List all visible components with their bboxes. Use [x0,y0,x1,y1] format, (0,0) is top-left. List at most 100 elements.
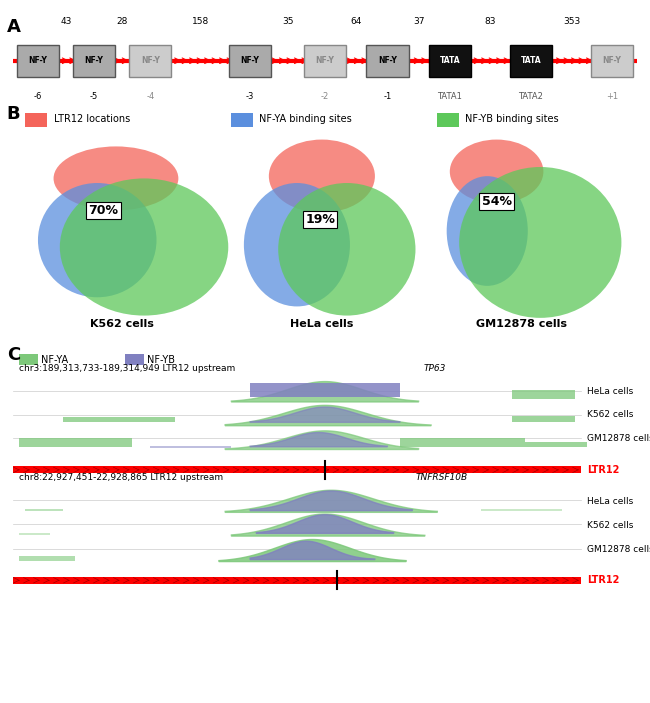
Text: C: C [6,346,20,364]
Bar [512,390,575,399]
Text: K562 cells: K562 cells [587,521,634,529]
Text: 43: 43 [60,17,72,26]
Text: -2: -2 [321,92,329,101]
Ellipse shape [244,183,350,307]
Bar [525,441,587,447]
Polygon shape [250,407,400,423]
Text: 70%: 70% [88,204,118,217]
FancyBboxPatch shape [591,44,633,77]
Bar [20,354,38,365]
Text: LTR12: LTR12 [587,465,619,475]
Text: 19%: 19% [305,213,335,226]
Ellipse shape [38,183,157,297]
Text: NF-Y: NF-Y [84,56,103,65]
Ellipse shape [447,176,528,286]
Text: HeLa cells: HeLa cells [587,497,633,505]
FancyBboxPatch shape [366,44,409,77]
Text: NF-Y: NF-Y [141,56,160,65]
Text: NF-Y: NF-Y [378,56,397,65]
Text: +1: +1 [606,92,618,101]
Text: K562 cells: K562 cells [587,410,634,419]
Text: -1: -1 [384,92,391,101]
Text: TATA2: TATA2 [519,92,543,101]
Text: HeLa cells: HeLa cells [587,387,633,396]
Text: LTR12 locations: LTR12 locations [53,114,130,124]
Text: -3: -3 [246,92,254,101]
Bar [20,438,131,447]
Text: TATA1: TATA1 [437,92,462,101]
Text: NF-YB binding sites: NF-YB binding sites [465,114,559,124]
FancyBboxPatch shape [17,44,59,77]
Bar [13,467,581,473]
FancyBboxPatch shape [129,44,172,77]
Text: 35: 35 [282,17,293,26]
FancyBboxPatch shape [428,44,471,77]
Text: TP63: TP63 [424,364,446,373]
Text: NF-Y: NF-Y [240,56,259,65]
Bar [512,416,575,423]
Text: chr3:189,313,733-189,314,949 LTR12 upstream: chr3:189,313,733-189,314,949 LTR12 upstr… [20,364,239,373]
Text: -5: -5 [90,92,98,101]
Text: chr8:22,927,451-22,928,865 LTR12 upstream: chr8:22,927,451-22,928,865 LTR12 upstrea… [20,473,226,482]
Bar [481,509,562,511]
Text: A: A [6,18,21,37]
Bar [125,354,144,365]
Text: GM12878 cells: GM12878 cells [476,319,567,329]
Text: GM12878 cells: GM12878 cells [587,434,650,443]
Bar [400,438,525,447]
Text: 83: 83 [485,17,496,26]
Text: NF-Y: NF-Y [29,56,47,65]
Text: LTR12: LTR12 [587,575,619,586]
Text: NF-YA binding sites: NF-YA binding sites [259,114,352,124]
Text: TNFRSF10B: TNFRSF10B [415,473,467,482]
Text: B: B [6,105,20,123]
Text: NF-Y: NF-Y [603,56,621,65]
Bar [20,557,75,560]
Bar [63,418,176,423]
Text: HeLa cells: HeLa cells [290,319,354,329]
Text: 64: 64 [350,17,362,26]
Text: TATA: TATA [439,56,460,65]
Polygon shape [231,382,419,402]
Bar [20,533,51,535]
Polygon shape [256,515,394,534]
Text: 28: 28 [116,17,128,26]
FancyBboxPatch shape [73,44,115,77]
Ellipse shape [60,179,228,316]
Text: NF-YA: NF-YA [41,354,68,365]
Text: -4: -4 [146,92,155,101]
Polygon shape [225,490,437,512]
Ellipse shape [450,140,543,204]
Bar [437,113,459,127]
Polygon shape [250,541,375,560]
Text: 37: 37 [413,17,424,26]
Bar [13,577,581,583]
Bar [250,383,400,397]
Text: K562 cells: K562 cells [90,319,154,329]
FancyBboxPatch shape [510,44,552,77]
Polygon shape [231,514,425,536]
Bar [25,508,63,511]
FancyBboxPatch shape [304,44,346,77]
Bar [150,446,231,449]
Polygon shape [250,432,387,447]
Text: NF-YB: NF-YB [147,354,175,365]
Text: TATA: TATA [521,56,541,65]
Text: 158: 158 [192,17,209,26]
Ellipse shape [459,167,621,318]
Text: GM12878 cells: GM12878 cells [587,546,650,554]
Bar [231,113,254,127]
Polygon shape [225,431,419,449]
FancyBboxPatch shape [229,44,271,77]
Polygon shape [219,539,406,562]
Text: 353: 353 [563,17,580,26]
Ellipse shape [269,140,375,213]
Text: NF-Y: NF-Y [315,56,335,65]
Bar [25,113,47,127]
Text: 54%: 54% [482,195,512,208]
Ellipse shape [53,146,178,210]
Polygon shape [225,406,431,426]
Ellipse shape [278,183,415,316]
Text: -6: -6 [34,92,42,101]
Polygon shape [250,491,412,510]
